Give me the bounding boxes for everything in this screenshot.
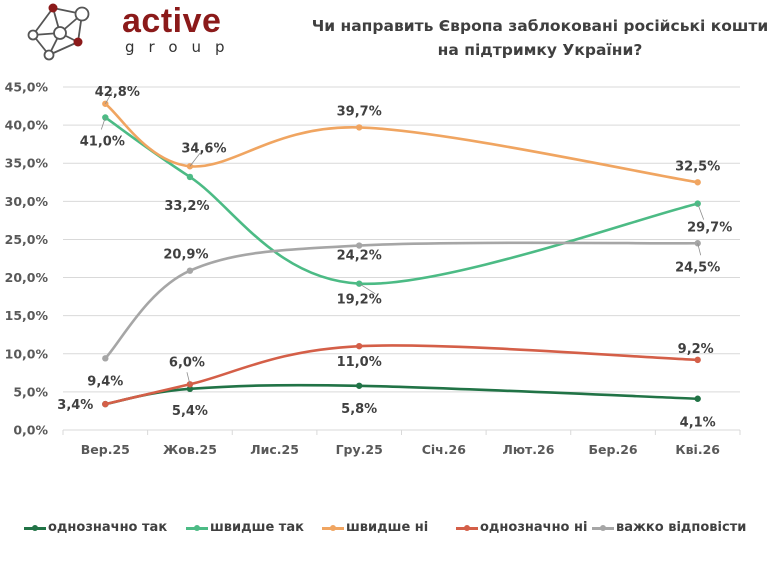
legend-line-marker-icon [186, 523, 208, 533]
data-point [102, 400, 109, 408]
legend-line-marker-icon [322, 523, 344, 533]
legend-line-marker-icon [456, 523, 478, 533]
data-label: 3,4% [57, 398, 93, 413]
logo-network-icon [27, 3, 90, 61]
data-point [355, 124, 363, 131]
gridlines [63, 86, 740, 431]
data-point [186, 267, 194, 274]
x-axis: Вер.25 Жов.25 Лис.25 Гру.25 Січ.26 Лют.26 Бер.… [62, 430, 741, 457]
data-label: 39,7% [337, 104, 382, 119]
y-tick-label: 30,0% [5, 194, 49, 209]
series-line-0 [104, 383, 699, 406]
legend-label: важко відповісти [616, 520, 747, 535]
logo: active group [22, 2, 225, 62]
data-label: 42,8% [95, 85, 140, 100]
x-tick-label: Січ.26 [422, 442, 466, 457]
data-point [355, 242, 363, 249]
data-label: 33,2% [164, 199, 209, 214]
data-label: 9,2% [678, 342, 714, 357]
data-label: 29,7% [687, 221, 732, 236]
series-line-2 [104, 102, 699, 184]
data-label: 19,2% [337, 293, 382, 308]
data-label: 11,0% [337, 355, 382, 370]
data-label: 34,6% [181, 141, 226, 156]
leader-line [697, 203, 705, 220]
data-point [694, 395, 701, 402]
logo-wordmark: active [122, 2, 222, 40]
x-tick-label: Лис.25 [250, 442, 299, 457]
chart-title: Чи направить Європа заблоковані російськ… [300, 14, 780, 62]
leader-line [358, 283, 376, 294]
legend: однозначно так швидше так швидше ні однозна… [0, 520, 780, 542]
legend-item: однозначно ні [456, 520, 587, 535]
legend-item: однозначно так [24, 520, 167, 535]
legend-item: важко відповісти [592, 520, 746, 535]
legend-item: швидше ні [322, 520, 428, 535]
series-lines [102, 100, 701, 408]
data-label: 5,4% [172, 404, 208, 419]
data-point [186, 385, 194, 393]
data-label: 9,4% [87, 374, 123, 389]
leader-line [697, 243, 702, 256]
data-label: 24,5% [675, 260, 720, 275]
x-tick-label: Вер.25 [81, 442, 130, 457]
y-tick-label: 40,0% [5, 118, 49, 133]
legend-label: швидше так [210, 520, 304, 535]
y-tick-label: 0,0% [13, 423, 48, 438]
data-label: 4,1% [680, 416, 716, 431]
y-tick-label: 45,0% [5, 80, 49, 95]
chart-title-line-1: Чи направить Європа заблоковані російськ… [311, 17, 769, 35]
x-tick-label: Бер.26 [589, 442, 638, 457]
leader-line [100, 117, 106, 130]
data-label: 41,0% [80, 134, 125, 149]
data-point [102, 355, 109, 362]
data-point [694, 356, 701, 364]
series-line-4 [104, 241, 699, 360]
y-axis: 0,0% 5,0% 10,0% 15,0% 20,0% 25,0% 30,0% 35,0% 40… [5, 80, 49, 438]
data-point [355, 382, 363, 389]
data-label: 6,0% [169, 355, 205, 370]
y-tick-label: 15,0% [5, 308, 49, 323]
leader-line [186, 372, 191, 385]
legend-item: швидше так [186, 520, 304, 535]
line-chart: 0,0% 5,0% 10,0% 15,0% 20,0% 25,0% 30,0% 35,0% 40… [5, 80, 741, 457]
x-tick-label: Кві.26 [675, 442, 720, 457]
legend-label: швидше ні [346, 520, 429, 535]
y-tick-label: 25,0% [5, 232, 49, 247]
data-point [355, 342, 363, 350]
y-tick-label: 20,0% [5, 270, 49, 285]
logo-subtitle: group [125, 38, 239, 56]
legend-label: однозначно так [48, 520, 168, 535]
legend-line-marker-icon [24, 523, 46, 533]
y-tick-label: 35,0% [5, 156, 49, 171]
series-line-3 [104, 344, 699, 406]
legend-line-marker-icon [592, 523, 614, 533]
leader-line [189, 153, 201, 167]
data-label: 24,2% [337, 249, 382, 264]
x-tick-label: Лют.26 [502, 442, 554, 457]
chart-title-line-2: на підтримку України? [437, 41, 643, 59]
x-tick-label: Гру.25 [336, 442, 383, 457]
data-labels: 3,4% 5,4% 5,8% 4,1% 41,0% 33,2% 19,2% 29,7% 42,8… [57, 85, 732, 431]
data-label: 5,8% [341, 402, 377, 417]
y-tick-label: 10,0% [5, 346, 49, 361]
x-tick-label: Жов.25 [163, 442, 217, 457]
data-point [694, 179, 701, 186]
legend-label: однозначно ні [480, 520, 588, 535]
y-tick-label: 5,0% [13, 384, 48, 399]
data-point [186, 173, 194, 181]
data-label: 32,5% [675, 159, 720, 174]
leader-line [104, 91, 113, 104]
data-label: 20,9% [163, 248, 208, 263]
